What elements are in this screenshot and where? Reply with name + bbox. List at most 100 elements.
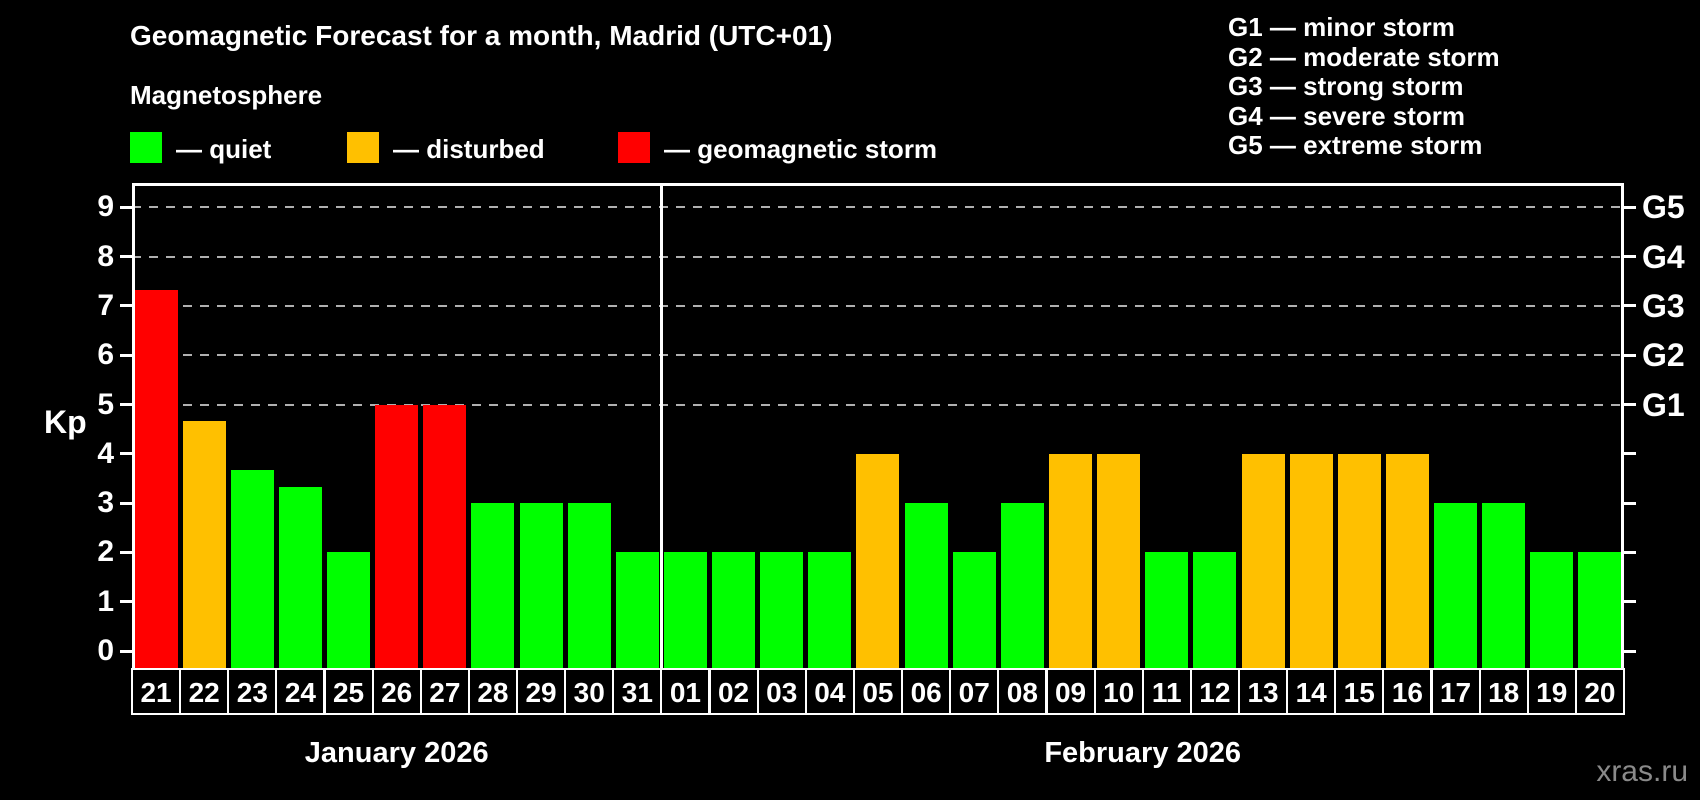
y-axis-tick-right [1624,452,1636,456]
kp-bar-day-16 [1385,453,1429,668]
y-axis-tick-left [120,304,132,308]
legend-item-disturbed: — disturbed [347,132,545,166]
plot-border [132,183,1624,668]
day-axis-box-09: 09 [1045,668,1096,715]
g-legend-line: G3 — strong storm [1228,71,1464,102]
y-axis-tick-right [1624,403,1636,406]
kp-bar-day-20 [1578,552,1622,668]
gridline-G2 [132,354,1624,357]
y-axis-tick-left [120,649,132,653]
g-axis-label-G1: G1 [1642,386,1685,423]
day-axis-box-11: 11 [1141,668,1192,715]
kp-bar-day-08 [1000,503,1044,668]
y-axis-tick-left [120,205,132,209]
y-axis-tick-right [1624,205,1636,209]
y-axis-label-3: 3 [97,486,114,520]
y-axis-label-9: 9 [97,190,114,224]
day-axis-box-01: 01 [660,668,711,715]
g-legend-line: G5 — extreme storm [1228,130,1483,161]
day-axis-box-23: 23 [227,668,278,715]
y-axis-tick-left [120,255,132,259]
day-axis-box-07: 07 [949,668,1000,715]
kp-bar-day-22 [182,420,226,668]
y-axis-tick-left [120,353,132,357]
y-axis-label-0: 0 [97,634,114,667]
g-axis-label-G3: G3 [1642,287,1685,324]
day-axis-box-25: 25 [323,668,374,715]
day-axis-box-16: 16 [1382,668,1433,715]
kp-bar-day-07 [952,552,996,668]
y-axis-tick-left [120,452,132,456]
g-axis-label-G5: G5 [1642,189,1685,226]
y-axis-label-8: 8 [97,239,114,273]
kp-bar-day-19 [1530,552,1574,668]
y-axis-label-2: 2 [97,535,114,569]
day-axis-box-27: 27 [419,668,470,715]
day-axis-box-22: 22 [179,668,230,715]
kp-bar-day-02 [712,552,756,668]
kp-bar-day-23 [230,470,274,668]
month-separator-line [659,183,663,668]
y-axis-tick-left [120,600,132,604]
day-axis-box-17: 17 [1430,668,1481,715]
y-axis-title: Kp [44,404,87,440]
g-legend-line: G2 — moderate storm [1228,41,1500,72]
kp-bar-day-26 [375,404,419,668]
legend-item-storm: — geomagnetic storm [618,132,938,166]
day-axis-box-15: 15 [1334,668,1385,715]
y-axis-tick-right [1624,255,1636,259]
g-legend-line: G4 — severe storm [1228,100,1466,131]
kp-bar-day-24 [278,486,322,668]
kp-bar-day-10 [1097,453,1141,668]
day-axis-box-08: 08 [997,668,1048,715]
day-axis-box-21: 21 [131,668,182,715]
kp-bar-day-09 [1049,453,1093,668]
day-axis-box-06: 06 [901,668,952,715]
kp-bar-day-17 [1434,503,1478,668]
kp-bar-day-06 [904,503,948,668]
gridline-G1 [132,403,1624,406]
kp-bar-day-28 [471,503,515,668]
y-axis-tick-left [120,403,132,406]
g-legend-line: G1 — minor storm [1228,12,1455,42]
kp-bar-day-25 [327,552,371,668]
y-axis-tick-right [1624,501,1636,505]
g-axis-label-G2: G2 [1642,337,1685,374]
day-axis-box-14: 14 [1286,668,1337,715]
g-axis-label-G4: G4 [1642,238,1685,275]
kp-bar-day-05 [856,453,900,668]
g-scale-legend: G1 — minor storm G2 — moderate storm G3 — … [1228,12,1500,161]
day-axis-box-19: 19 [1526,668,1577,715]
day-axis-box-26: 26 [371,668,422,715]
kp-bar-day-14 [1289,453,1333,668]
day-axis-box-10: 10 [1093,668,1144,715]
gridline-G4 [132,255,1624,258]
kp-bar-day-03 [760,552,804,668]
day-axis-box-05: 05 [852,668,903,715]
kp-bar-day-01 [663,552,707,668]
y-axis-tick-right [1624,600,1636,604]
day-axis-box-12: 12 [1189,668,1240,715]
quiet-swatch-icon [130,132,162,163]
y-axis-label-6: 6 [97,338,114,372]
y-axis-label-7: 7 [97,288,114,322]
kp-bar-day-18 [1482,503,1526,668]
y-axis-tick-right [1624,353,1636,357]
kp-bar-day-21 [134,289,178,668]
gridline-G5 [132,206,1624,209]
y-axis-tick-right [1624,550,1636,554]
y-axis-tick-left [120,550,132,554]
day-axis-box-30: 30 [564,668,615,715]
day-axis-box-02: 02 [708,668,759,715]
kp-bar-day-11 [1145,552,1189,668]
day-axis-box-03: 03 [756,668,807,715]
day-axis-box-20: 20 [1574,668,1625,715]
disturbed-swatch-icon [347,132,379,163]
gridline-G3 [132,304,1624,307]
chart-title: Geomagnetic Forecast for a month, Madrid… [130,20,833,51]
day-axis-box-29: 29 [516,668,567,715]
kp-bar-day-12 [1193,552,1237,668]
legend-label-storm: — geomagnetic storm [664,134,938,164]
kp-bar-day-13 [1241,453,1285,668]
